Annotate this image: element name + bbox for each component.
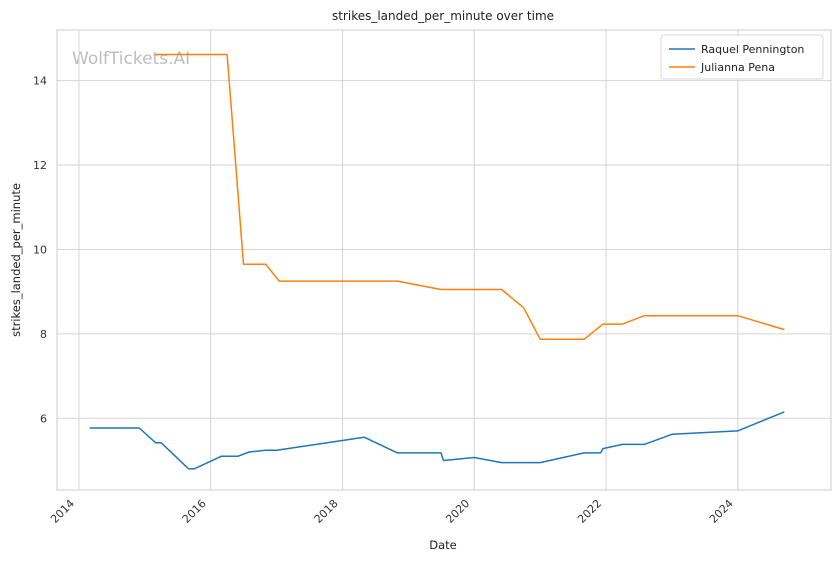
y-axis-ticks: 6 8 10 12 14: [33, 75, 47, 426]
y-tick-label: 6: [40, 412, 47, 425]
y-tick-label: 12: [33, 159, 47, 172]
y-axis-label: strikes_landed_per_minute: [9, 183, 23, 337]
gridlines: [57, 30, 831, 490]
y-tick-label: 8: [40, 328, 47, 341]
series-line-0: [89, 411, 785, 470]
y-tick-label: 10: [33, 243, 47, 256]
x-tick-label: 2020: [443, 497, 472, 526]
chart-title: strikes_landed_per_minute over time: [332, 9, 554, 23]
x-axis-ticks: 2014 2016 2018 2020 2022 2024: [48, 497, 736, 526]
series-line-1: [155, 53, 785, 341]
legend-label-1: Julianna Pena: [700, 61, 775, 74]
x-tick-label: 2014: [48, 497, 77, 526]
legend-label-0: Raquel Pennington: [701, 43, 804, 56]
x-tick-label: 2016: [180, 497, 209, 526]
x-axis-label: Date: [429, 538, 457, 552]
legend-box: [660, 34, 824, 80]
legend: Raquel Pennington Julianna Pena: [660, 34, 824, 80]
x-tick-label: 2022: [575, 497, 604, 526]
y-tick-label: 14: [33, 75, 47, 88]
x-tick-label: 2024: [707, 497, 736, 526]
watermark: WolfTickets.AI: [72, 49, 190, 69]
plot-area: [56, 29, 832, 491]
x-tick-label: 2018: [312, 497, 341, 526]
series-lines: [89, 53, 785, 470]
